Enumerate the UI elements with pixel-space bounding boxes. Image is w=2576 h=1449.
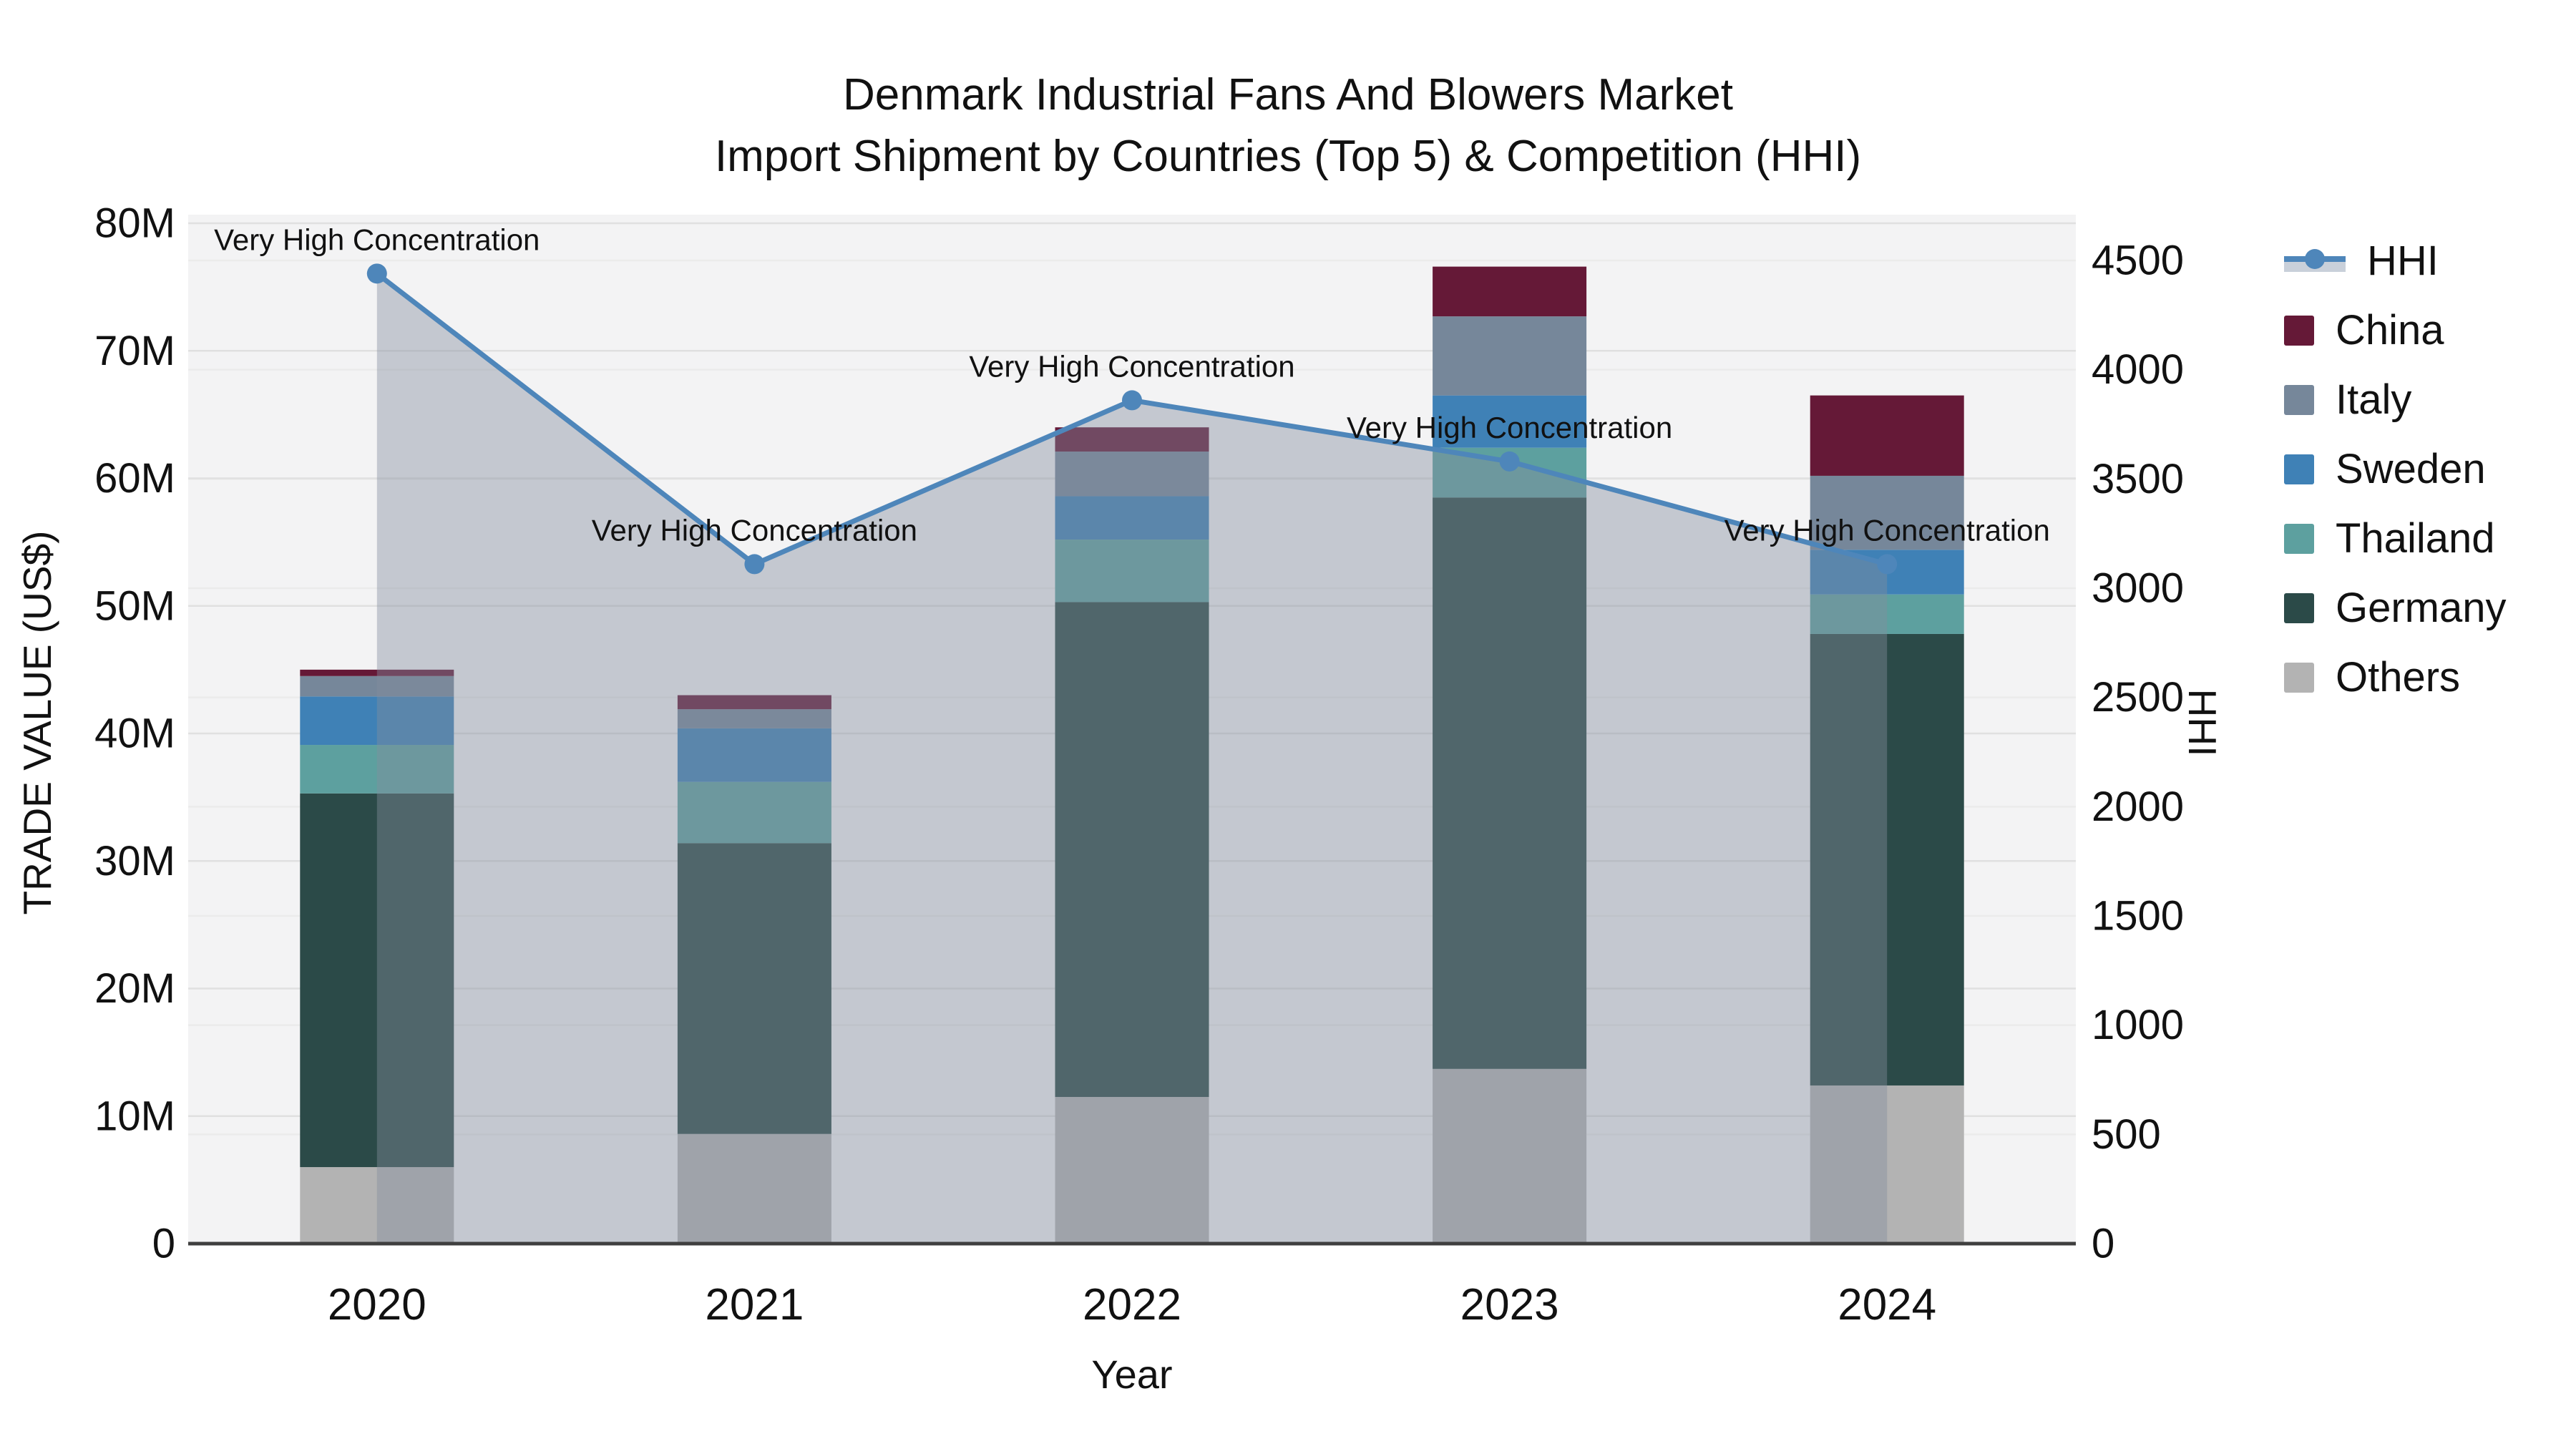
hhi-marker-2023[interactable] [1499, 451, 1520, 472]
annotation-2024: Very High Concentration [1724, 514, 2050, 547]
bar-segment-italy-2021[interactable] [677, 709, 831, 728]
bar-segment-germany-2022[interactable] [1055, 602, 1209, 1098]
bar-segment-sweden-2023[interactable] [1433, 395, 1587, 448]
bar-segment-thailand-2021[interactable] [677, 781, 831, 844]
legend-label: Sweden [2336, 446, 2486, 492]
left-axis-tick-60M: 60M [94, 455, 175, 502]
bar-segment-italy-2024[interactable] [1810, 475, 1964, 550]
right-axis-tick-3500: 3500 [2092, 456, 2184, 502]
legend-label: HHI [2367, 238, 2439, 284]
legend-swatch-icon [2284, 662, 2314, 693]
right-axis-tick-4000: 4000 [2092, 346, 2184, 393]
x-axis-title: Year [1091, 1352, 1173, 1397]
bar-segment-sweden-2021[interactable] [677, 728, 831, 782]
left-axis-tick-80M: 80M [94, 200, 175, 247]
legend-item-others[interactable]: Others [2284, 643, 2507, 712]
bar-segment-italy-2023[interactable] [1433, 316, 1587, 396]
bar-segment-sweden-2022[interactable] [1055, 496, 1209, 540]
legend-item-germany[interactable]: Germany [2284, 573, 2507, 643]
bar-segment-italy-2020[interactable] [300, 675, 454, 697]
bar-segment-china-2024[interactable] [1810, 395, 1964, 476]
legend-swatch-icon [2284, 454, 2314, 484]
bar-segment-thailand-2024[interactable] [1810, 594, 1964, 634]
bar-segment-sweden-2020[interactable] [300, 696, 454, 746]
right-axis-tick-2500: 2500 [2092, 674, 2184, 721]
left-axis-tick-10M: 10M [94, 1093, 175, 1139]
legend-line-dot [2305, 248, 2325, 269]
left-axis-tick-50M: 50M [94, 582, 175, 629]
left-axis-title: TRADE VALUE (US$) [15, 530, 59, 915]
annotation-2021: Very High Concentration [592, 514, 917, 547]
legend-item-sweden[interactable]: Sweden [2284, 434, 2507, 504]
right-axis-tick-1000: 1000 [2092, 1002, 2184, 1048]
bar-segment-thailand-2020[interactable] [300, 745, 454, 794]
bar-segment-others-2024[interactable] [1810, 1085, 1964, 1244]
bar-segment-china-2020[interactable] [300, 669, 454, 676]
bar-segment-germany-2024[interactable] [1810, 633, 1964, 1085]
annotation-2022: Very High Concentration [969, 350, 1294, 384]
legend-label: China [2336, 307, 2444, 353]
bar-segment-germany-2023[interactable] [1433, 497, 1587, 1069]
right-axis-tick-1500: 1500 [2092, 893, 2184, 940]
chart-title-line1: Denmark Industrial Fans And Blowers Mark… [843, 70, 1733, 119]
right-axis-title: HHI [2180, 688, 2225, 757]
legend-swatch-icon [2284, 523, 2314, 554]
annotation-2023: Very High Concentration [1347, 411, 1672, 444]
left-axis-tick-70M: 70M [94, 328, 175, 374]
bar-segment-germany-2021[interactable] [677, 843, 831, 1134]
legend-swatch-icon [2284, 592, 2314, 623]
legend-item-hhi[interactable]: HHI [2284, 226, 2507, 296]
bar-segment-china-2022[interactable] [1055, 427, 1209, 452]
x-axis-tick-2023: 2023 [1460, 1280, 1559, 1330]
hhi-marker-2022[interactable] [1122, 390, 1142, 411]
right-axis-tick-3000: 3000 [2092, 565, 2184, 612]
right-axis-tick-4500: 4500 [2092, 238, 2184, 284]
x-axis-tick-2021: 2021 [705, 1280, 804, 1330]
bar-segment-germany-2020[interactable] [300, 793, 454, 1168]
legend-line-sample-icon [2284, 246, 2346, 276]
x-axis-tick-2022: 2022 [1083, 1280, 1181, 1330]
left-axis-tick-20M: 20M [94, 965, 175, 1012]
bar-segment-china-2023[interactable] [1433, 266, 1587, 317]
legend-label: Others [2336, 654, 2461, 701]
hhi-marker-2021[interactable] [744, 554, 765, 575]
legend: HHI China Italy Sweden Thailand Germany Others [2284, 226, 2507, 712]
right-axis-tick-0: 0 [2092, 1221, 2114, 1267]
bar-segment-others-2021[interactable] [677, 1133, 831, 1244]
bar-segment-italy-2022[interactable] [1055, 452, 1209, 497]
right-axis-tick-2000: 2000 [2092, 784, 2184, 830]
left-axis-tick-0: 0 [152, 1221, 175, 1267]
bar-segment-thailand-2022[interactable] [1055, 540, 1209, 602]
left-axis-tick-30M: 30M [94, 838, 175, 884]
legend-item-china[interactable]: China [2284, 296, 2507, 365]
legend-item-italy[interactable]: Italy [2284, 365, 2507, 434]
legend-swatch-icon [2284, 384, 2314, 415]
bar-segment-china-2021[interactable] [677, 695, 831, 710]
x-axis-tick-2020: 2020 [328, 1280, 426, 1330]
bar-segment-others-2022[interactable] [1055, 1097, 1209, 1244]
bar-segment-others-2020[interactable] [300, 1167, 454, 1244]
legend-item-thailand[interactable]: Thailand [2284, 504, 2507, 573]
hhi-marker-2024[interactable] [1877, 554, 1898, 575]
legend-label: Italy [2336, 376, 2412, 423]
hhi-area-fill [376, 273, 1888, 1244]
annotation-2020: Very High Concentration [214, 223, 540, 256]
legend-swatch-icon [2284, 315, 2314, 346]
legend-label: Germany [2336, 585, 2507, 631]
legend-label: Thailand [2336, 515, 2495, 562]
chart-title-line2: Import Shipment by Countries (Top 5) & C… [714, 132, 1862, 181]
left-axis-tick-40M: 40M [94, 711, 175, 757]
bar-segment-others-2023[interactable] [1433, 1068, 1587, 1244]
hhi-marker-2020[interactable] [366, 263, 387, 284]
right-axis-tick-500: 500 [2092, 1111, 2161, 1158]
x-axis-tick-2024: 2024 [1838, 1280, 1936, 1330]
